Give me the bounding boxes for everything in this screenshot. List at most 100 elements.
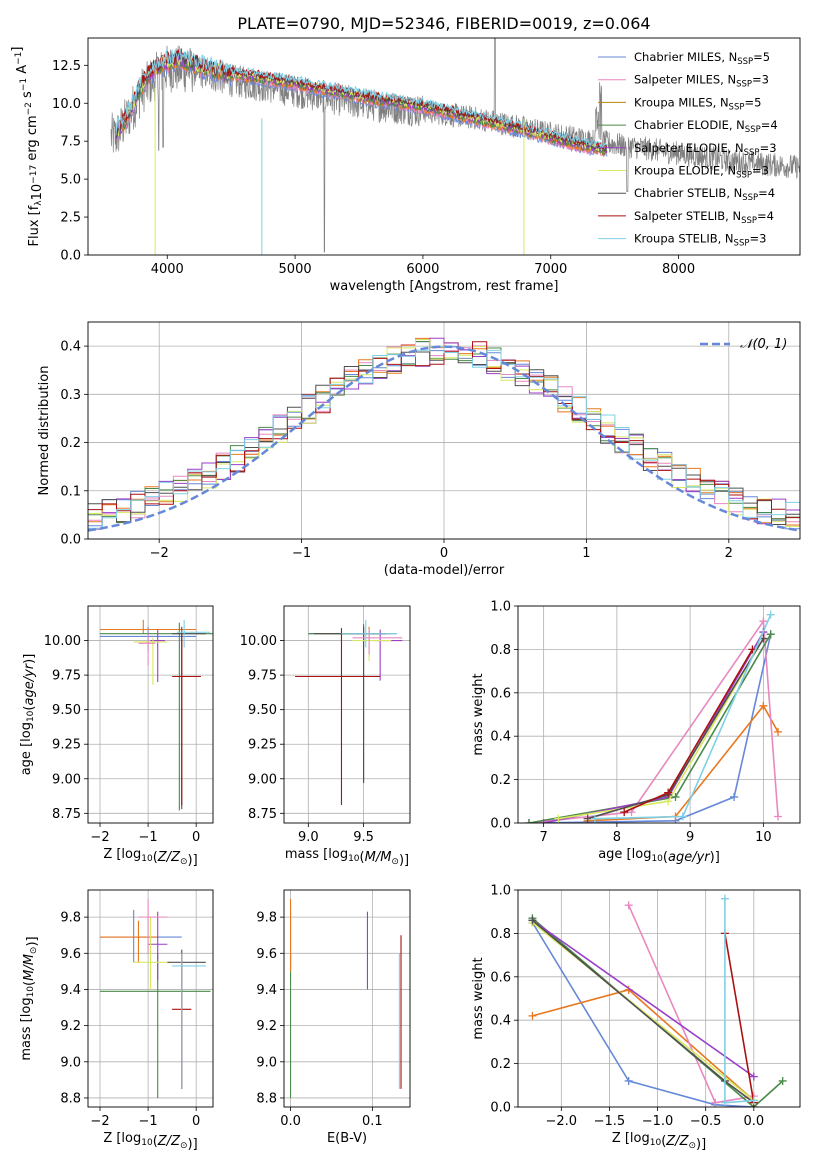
label-part: ( (153, 850, 158, 865)
x-tick-label: 1 (582, 546, 590, 561)
label-part: ] (10, 47, 25, 52)
y-tick-label: 0.0 (60, 249, 81, 264)
mass-weight-line-1 (532, 988, 755, 1102)
label-part: ⊙ (391, 857, 399, 867)
y-tick-label: 9.2 (256, 1019, 277, 1034)
legend-label: Salpeter MILES, NSSP=3 (634, 73, 769, 90)
label-part: 10 (26, 986, 36, 998)
gaussian-curve (88, 345, 800, 532)
x-axis-label: Z [log10(Z/Z⊙)] (612, 1131, 706, 1152)
mass-weight-point (759, 617, 768, 626)
x-tick-label: 0 (192, 830, 200, 845)
mass-weight-point (774, 727, 783, 736)
y-axis-label: age [log10(age/yr)] (19, 654, 37, 776)
mass-weight-point (671, 792, 680, 801)
y-axis-label: Normed distribution (37, 366, 52, 496)
y-tick-label: 0.8 (490, 643, 511, 658)
x-tick-label: 8 (613, 830, 621, 845)
y-tick-label: 0.0 (60, 533, 81, 548)
x-tick-label: 0.0 (280, 1114, 301, 1129)
legend-sub: SSP (736, 80, 752, 90)
label-part: Z/Z (157, 850, 181, 865)
label-part: erg cm (25, 115, 40, 164)
x-tick-label: −1.0 (642, 1114, 674, 1129)
plot-area (289, 899, 402, 1098)
y-tick-label: 0.4 (60, 340, 81, 355)
legend-label: 𝒩(0, 1) (740, 337, 787, 352)
label-part: λ (34, 200, 44, 206)
legend-sub: SSP (729, 102, 745, 112)
axes-frame (87, 605, 214, 824)
legend-text: Kroupa STELIB, N (634, 232, 734, 246)
label-part: ⊙ (180, 1141, 188, 1151)
x-tick-label: −2 (90, 1114, 109, 1129)
y-tick-label: 0.4 (490, 1014, 511, 1029)
mass-weight-point (759, 701, 768, 710)
y-tick-label: 9.75 (248, 669, 277, 684)
label-part: ( (153, 1134, 158, 1149)
histogram-8 (88, 346, 800, 529)
y-tick-label: 9.4 (60, 983, 81, 998)
label-part: Z [log (103, 847, 141, 862)
label-part: 10 (26, 710, 36, 722)
mass-weight-point (711, 1098, 720, 1107)
y-tick-label: 10.00 (44, 634, 81, 649)
y-tick-label: 8.75 (52, 807, 81, 822)
axes-mass-vs-ebv: 0.0 0.1 8.8 9.0 9.2 9.4 9.6 9.8 E(B-V) (256, 889, 411, 1146)
mass-weight-point (554, 814, 563, 823)
y-tick-label: 9.00 (248, 772, 277, 787)
legend-text: Salpeter MILES, N (634, 73, 736, 87)
y-axis-label: mass weight (471, 673, 486, 755)
x-tick-label: 7000 (534, 262, 567, 277)
axes-massweight-vs-Z: −2.0 −1.5 −1.0 −0.5 0.0 0.0 0.2 0.4 0.6 0.8 1.0 Z [… (471, 884, 801, 1152)
axes-spectrum: 4000 5000 6000 7000 8000 0.0 2.5 5.0 7.5 10.0 12.5… (10, 37, 801, 294)
y-tick-label: 9.2 (60, 1019, 81, 1034)
mass-weight-point (624, 1076, 633, 1085)
y-tick-label: 9.8 (60, 911, 81, 926)
y-tick-label: 0.3 (60, 388, 81, 403)
legend-tail: =5 (744, 95, 761, 109)
y-tick-label: 0.6 (490, 686, 511, 701)
legend-text: Salpeter STELIB, N (634, 209, 741, 223)
label-part: M/M (22, 954, 37, 981)
y-tick-label: 0.2 (490, 773, 511, 788)
y-tick-label: 8.75 (248, 807, 277, 822)
label-part: age/yr (668, 850, 711, 865)
mass-weight-line-2 (627, 904, 754, 1104)
label-part: Z/Z (157, 1134, 181, 1149)
label-part: ( (661, 1134, 666, 1149)
mass-weight-point (774, 812, 783, 821)
axes-frame (517, 889, 801, 1108)
mass-weight-line-8 (594, 614, 772, 820)
axes-frame (283, 889, 411, 1108)
label-part: 10 (348, 854, 360, 864)
mass-weight-point (583, 814, 592, 823)
legend-text: Chabrier STELIB, N (634, 186, 742, 200)
legend-label: Kroupa STELIB, NSSP=3 (634, 232, 766, 249)
label-part: Z [log (103, 1131, 141, 1146)
x-axis-label: Z [log10(Z/Z⊙)] (103, 847, 197, 868)
label-part: ⊙ (180, 857, 188, 867)
plot-area (295, 619, 403, 806)
label-part: ( (663, 850, 668, 865)
y-tick-label: 9.0 (256, 1055, 277, 1070)
legend-text: Kroupa MILES, N (634, 95, 729, 109)
plots-layer: 4000 5000 6000 7000 80000.02.55.07.510.012.5… (10, 37, 801, 1152)
label-part: ( (360, 850, 365, 865)
mass-weight-line-6 (587, 638, 765, 820)
label-part: M/M (365, 850, 392, 865)
legend-sub: SSP (745, 125, 761, 135)
mass-weight-line-0 (528, 634, 772, 823)
label-part: )] (696, 1137, 706, 1152)
axes-residuals: −2 −1 0 1 2 0.0 0.1 0.2 0.3 0.4 (data-model)/error… (37, 321, 801, 578)
mass-weight-line-2 (528, 618, 779, 823)
legend-tail: =4 (757, 209, 774, 223)
y-tick-label: 1.0 (490, 600, 511, 615)
y-tick-label: 1.0 (490, 884, 511, 899)
label-part: age/yr (22, 662, 37, 705)
mass-weight-line-8 (724, 898, 754, 1104)
x-axis-label: mass [log10(M/M⊙)] (285, 847, 409, 868)
label-part: 10 (651, 854, 663, 864)
legend-text: Kroupa ELODIE, N (634, 164, 736, 178)
x-tick-label: 9.0 (298, 830, 319, 845)
